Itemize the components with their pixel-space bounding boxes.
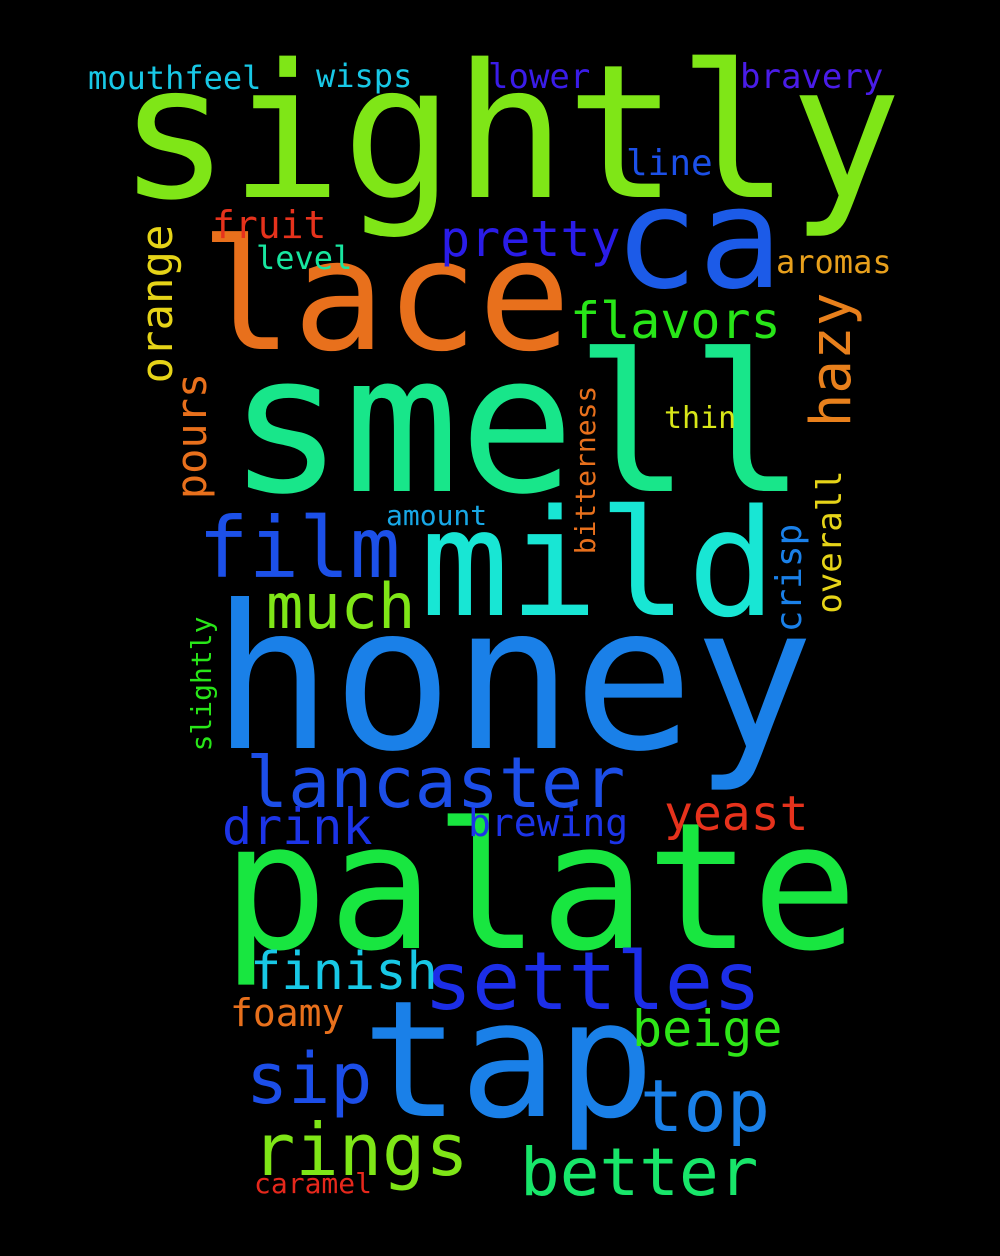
word-lancaster: lancaster [246,742,626,824]
word-rings: rings [252,1108,469,1192]
word-aromas: aromas [776,243,892,281]
word-level: level [256,239,353,277]
word-orange: orange [132,224,183,384]
word-settles: settles [424,935,762,1028]
word-sightly: sightly [118,24,902,241]
word-pretty: pretty [440,210,621,268]
word-pours: pours [167,372,216,500]
word-better: better [520,1134,759,1211]
word-much: much [266,570,416,643]
word-crisp: crisp [769,523,810,633]
word-beige: beige [632,1000,783,1058]
word-mild: mild [420,478,777,650]
word-smell: smell [228,314,806,537]
word-caramel: caramel [254,1167,373,1200]
word-fruit: fruit [212,203,327,247]
word-bitterness: bitterness [569,385,602,555]
word-overall: overall [810,470,850,614]
word-bravery: bravery [740,57,884,97]
word-film: film [198,499,401,597]
word-honey: honey [212,563,815,796]
word-top: top [640,1064,771,1148]
word-hazy: hazy [799,292,864,428]
word-drink: drink [222,798,373,856]
word-sip: sip [246,1038,373,1120]
word-lower: lower [488,57,591,97]
word-amount: amount [386,499,488,532]
word-tap: tap [362,967,655,1155]
word-wisps: wisps [316,57,413,95]
word-lace: lace [200,207,571,386]
word-finish: finish [250,942,438,1002]
word-mouthfeel: mouthfeel [88,59,262,97]
word-yeast: yeast [664,786,809,842]
word-slightly: slightly [185,616,218,752]
word-ca: ca [614,158,783,321]
word-flavors: flavors [570,292,781,350]
word-palate: palate [222,785,858,990]
word-brewing: brewing [468,801,629,845]
word-thin: thin [664,401,737,436]
word-line: line [626,143,713,184]
word-foamy: foamy [230,991,345,1035]
